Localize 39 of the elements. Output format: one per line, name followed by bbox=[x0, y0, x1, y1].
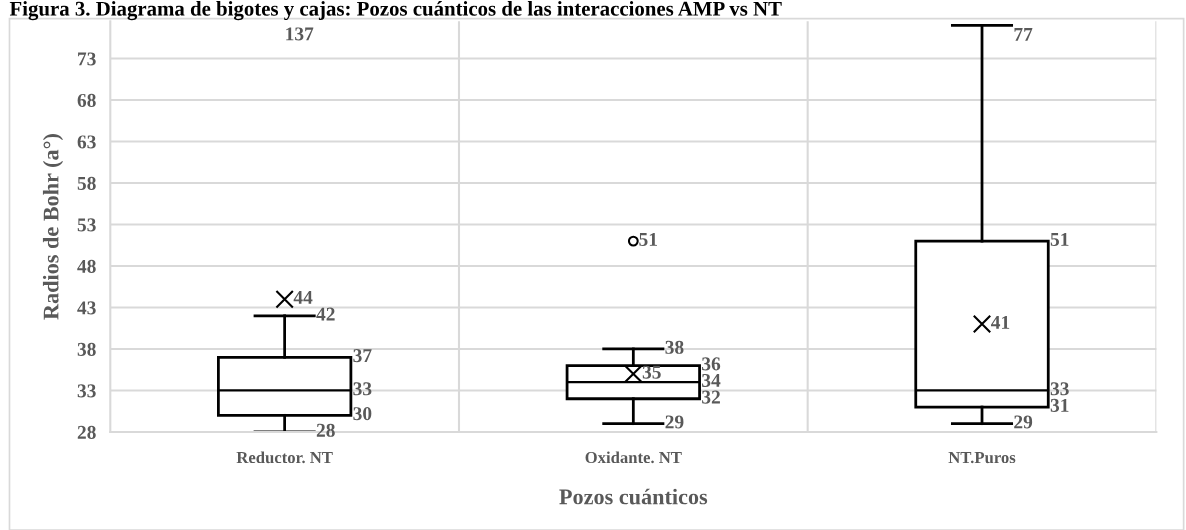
annotation: 36 bbox=[702, 357, 721, 371]
annotation: 31 bbox=[1050, 398, 1069, 412]
point bbox=[624, 364, 643, 384]
annotation: 137 bbox=[286, 27, 314, 41]
point bbox=[275, 289, 294, 309]
x-tick-label: Oxidante. NT bbox=[585, 451, 682, 464]
y-tick-label: 73 bbox=[78, 52, 96, 66]
y-tick-label: 53 bbox=[77, 218, 96, 232]
annotation: 44 bbox=[293, 291, 313, 304]
point bbox=[972, 314, 992, 334]
y-tick-label: 38 bbox=[77, 342, 96, 356]
x-tick-label: Reductor. NT bbox=[236, 451, 333, 464]
chart-title: Figura 3. Diagrama de bigotes y cajas: Pozos cuánticos de las interacciones AMP vs NT bbox=[9, 1, 782, 21]
y-tick-label: 63 bbox=[77, 135, 96, 149]
annotation: 29 bbox=[1014, 415, 1033, 429]
annotation: 37 bbox=[353, 349, 372, 363]
annotation: 34 bbox=[702, 373, 721, 388]
annotation: 77 bbox=[1014, 28, 1033, 41]
y-tick-label: 33 bbox=[77, 384, 96, 398]
annotation: 28 bbox=[316, 423, 335, 437]
y-tick-label: 28 bbox=[77, 425, 96, 439]
y-axis-title: Radios de Bohr (a°) bbox=[42, 134, 64, 320]
annotation: 35 bbox=[642, 365, 661, 379]
annotation: 32 bbox=[702, 390, 720, 404]
y-tick-label: 58 bbox=[77, 176, 96, 190]
annotation: 38 bbox=[665, 340, 684, 354]
x-tick-label: NT.Puros bbox=[948, 452, 1016, 464]
y-tick-label: 48 bbox=[77, 259, 96, 273]
x-axis-title: Pozos cuánticos bbox=[559, 488, 708, 505]
annotation: 33 bbox=[353, 382, 372, 396]
annotation: 29 bbox=[665, 415, 684, 429]
annotation: 33 bbox=[1050, 382, 1069, 396]
y-tick-label: 43 bbox=[77, 301, 96, 315]
y-tick-label: 68 bbox=[77, 93, 96, 107]
annotation: 30 bbox=[353, 407, 372, 421]
annotation: 51 bbox=[1050, 232, 1069, 246]
annotation: 51 bbox=[639, 232, 657, 246]
annotation: 42 bbox=[316, 307, 335, 321]
annotation: 41 bbox=[990, 315, 1010, 329]
